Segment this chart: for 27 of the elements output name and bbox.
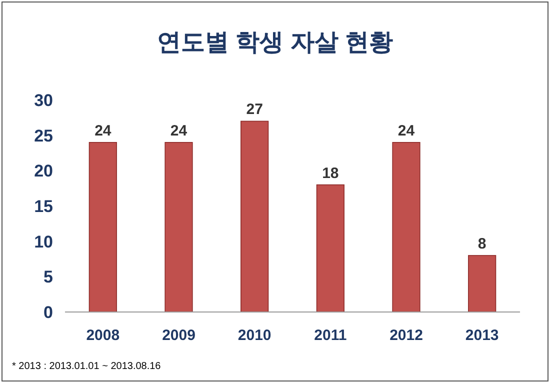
- y-tick-label: 0: [44, 303, 53, 322]
- x-tick-label: 2008: [86, 327, 120, 344]
- y-tick-label: 10: [34, 232, 53, 252]
- bar: [164, 142, 193, 312]
- x-tick-label: 2011: [314, 327, 347, 344]
- data-label: 8: [478, 235, 486, 252]
- bar: [392, 142, 420, 312]
- x-tick-label: 2013: [465, 327, 499, 344]
- data-label: 27: [246, 101, 263, 118]
- y-tick-label: 30: [34, 91, 53, 110]
- bar: [240, 120, 269, 312]
- x-tick-label: 2009: [162, 327, 196, 344]
- data-label: 24: [170, 122, 188, 140]
- x-tick-label: 2012: [390, 327, 423, 344]
- bar: [468, 255, 496, 312]
- x-tick-label: 2010: [238, 327, 272, 344]
- data-label: 24: [94, 122, 112, 140]
- y-tick-label: 5: [44, 268, 53, 287]
- data-label: 24: [398, 122, 416, 140]
- data-label: 18: [322, 164, 339, 182]
- bar: [316, 184, 344, 312]
- text: * 2013 : 2013.01.01 ~ 2013.08.16: [12, 361, 162, 372]
- y-tick-label: 15: [34, 197, 53, 216]
- y-tick-label: 25: [34, 126, 53, 146]
- bar: [88, 142, 117, 312]
- chart-title: 연도별 학생 자살 현황: [156, 29, 394, 56]
- y-tick-label: 20: [34, 162, 53, 181]
